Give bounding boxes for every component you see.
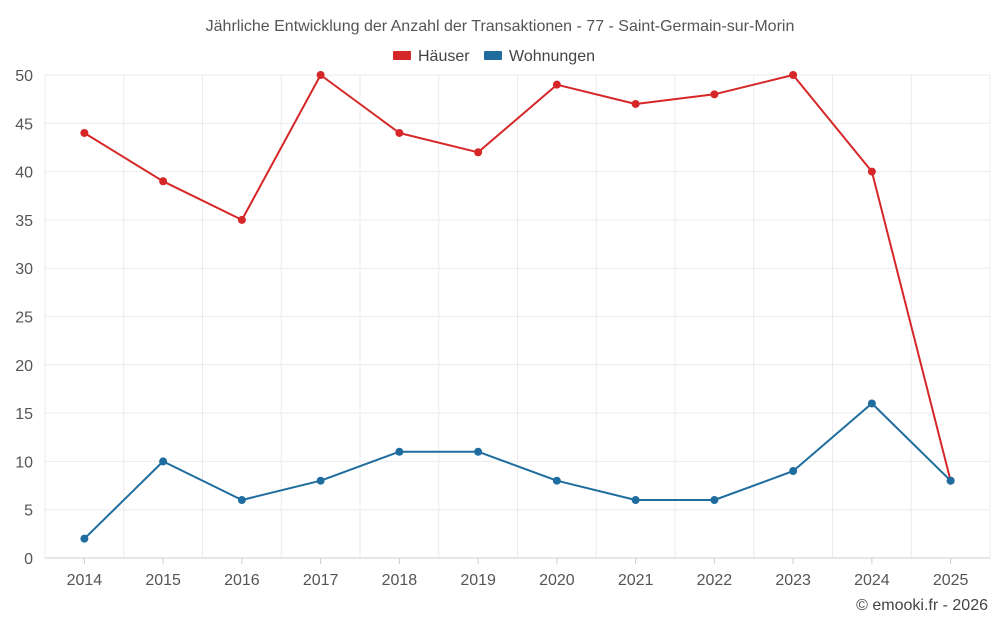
data-point[interactable] bbox=[789, 467, 798, 476]
data-point[interactable] bbox=[946, 476, 955, 485]
series bbox=[80, 71, 955, 543]
data-point[interactable] bbox=[710, 90, 719, 99]
legend-swatch-wohnungen bbox=[484, 51, 502, 60]
x-tick-label: 2017 bbox=[303, 572, 339, 589]
x-tick-label: 2023 bbox=[775, 572, 811, 589]
data-point[interactable] bbox=[237, 215, 246, 224]
x-tick-label: 2016 bbox=[224, 572, 260, 589]
data-point[interactable] bbox=[316, 476, 325, 485]
y-tick-label: 35 bbox=[15, 213, 33, 230]
y-tick-label: 10 bbox=[15, 454, 33, 471]
data-point[interactable] bbox=[159, 177, 168, 186]
data-point[interactable] bbox=[552, 80, 561, 89]
x-tick-label: 2022 bbox=[697, 572, 733, 589]
credit-text: © emooki.fr - 2026 bbox=[856, 597, 988, 614]
x-tick-label: 2015 bbox=[145, 572, 181, 589]
data-point[interactable] bbox=[474, 148, 483, 157]
data-point[interactable] bbox=[316, 71, 325, 79]
data-point[interactable] bbox=[395, 128, 404, 137]
x-tick-label: 2014 bbox=[67, 572, 103, 589]
x-tick-label: 2024 bbox=[854, 572, 890, 589]
x-axis-ticks: 2014 2015 2016 2017 2018 2019 2020 2021 2022 2023… bbox=[67, 558, 969, 589]
data-point[interactable] bbox=[867, 399, 876, 408]
data-point[interactable] bbox=[631, 496, 640, 505]
x-tick-label: 2021 bbox=[618, 572, 654, 589]
data-point[interactable] bbox=[80, 128, 89, 137]
x-tick-label: 2020 bbox=[539, 572, 575, 589]
legend-swatch-haeuser bbox=[393, 51, 411, 60]
y-tick-label: 50 bbox=[15, 68, 33, 85]
y-tick-label: 5 bbox=[24, 503, 33, 520]
data-point[interactable] bbox=[159, 457, 168, 466]
data-point[interactable] bbox=[867, 167, 876, 176]
data-point[interactable] bbox=[789, 71, 798, 79]
y-tick-label: 25 bbox=[15, 310, 33, 327]
legend-label-wohnungen[interactable]: Wohnungen bbox=[509, 48, 595, 65]
data-point[interactable] bbox=[474, 447, 483, 456]
legend[interactable]: Häuser Wohnungen bbox=[393, 48, 595, 65]
gridlines bbox=[44, 74, 991, 559]
data-point[interactable] bbox=[631, 99, 640, 108]
legend-label-haeuser[interactable]: Häuser bbox=[418, 48, 470, 65]
y-tick-label: 30 bbox=[15, 261, 33, 278]
y-tick-label: 0 bbox=[24, 551, 33, 568]
chart-title: Jährliche Entwicklung der Anzahl der Tra… bbox=[206, 18, 795, 35]
x-tick-label: 2018 bbox=[382, 572, 418, 589]
series-wohnungen bbox=[80, 399, 955, 543]
series-haeuser bbox=[80, 71, 955, 485]
data-point[interactable] bbox=[80, 534, 89, 543]
data-point[interactable] bbox=[710, 496, 719, 505]
data-point[interactable] bbox=[552, 476, 561, 485]
y-tick-label: 15 bbox=[15, 406, 33, 423]
y-axis-ticks: 0 5 10 15 20 25 30 35 40 45 50 bbox=[15, 68, 33, 568]
y-tick-label: 40 bbox=[15, 165, 33, 182]
series-line bbox=[83, 74, 952, 481]
data-point[interactable] bbox=[237, 496, 246, 505]
data-point[interactable] bbox=[395, 447, 404, 456]
x-tick-label: 2019 bbox=[460, 572, 496, 589]
y-tick-label: 45 bbox=[15, 116, 33, 133]
y-tick-label: 20 bbox=[15, 358, 33, 375]
series-line bbox=[83, 402, 952, 540]
x-tick-label: 2025 bbox=[933, 572, 969, 589]
